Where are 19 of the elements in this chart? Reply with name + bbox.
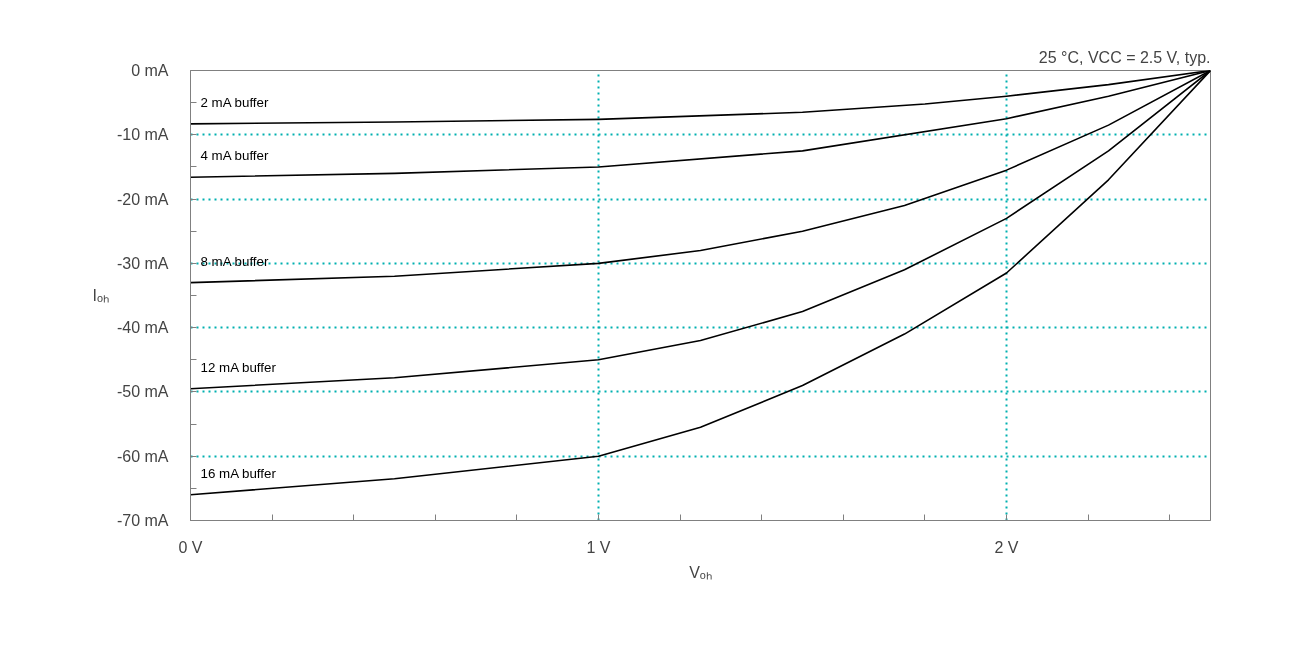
y-tick-label: -30 mA xyxy=(116,254,169,272)
x-tick-label: 1 V xyxy=(586,538,611,556)
y-tick-label: -10 mA xyxy=(116,126,169,144)
x-tick-label: 0 V xyxy=(178,538,203,556)
y-tick-label: -60 mA xyxy=(116,447,169,465)
y-tick-label: 0 mA xyxy=(131,62,169,79)
series-label: 12 mA buffer xyxy=(200,359,277,375)
text: 25 °C, VCC = 2.5 V, typ. xyxy=(1038,48,1211,66)
series-label: 2 mA buffer xyxy=(200,94,269,110)
series-label: 8 mA buffer xyxy=(200,253,269,269)
y-axis-title: Iₒₕ xyxy=(92,287,109,304)
x-axis-title: Vₒₕ xyxy=(689,563,712,581)
y-tick-label: -50 mA xyxy=(116,383,169,401)
series-label: 4 mA buffer xyxy=(200,148,269,164)
series-label: 16 mA buffer xyxy=(200,465,277,481)
y-tick-label: -40 mA xyxy=(116,319,169,337)
y-tick-label: -70 mA xyxy=(116,512,169,529)
y-tick-label: -20 mA xyxy=(116,190,169,208)
x-tick-label: 2 V xyxy=(994,538,1019,556)
